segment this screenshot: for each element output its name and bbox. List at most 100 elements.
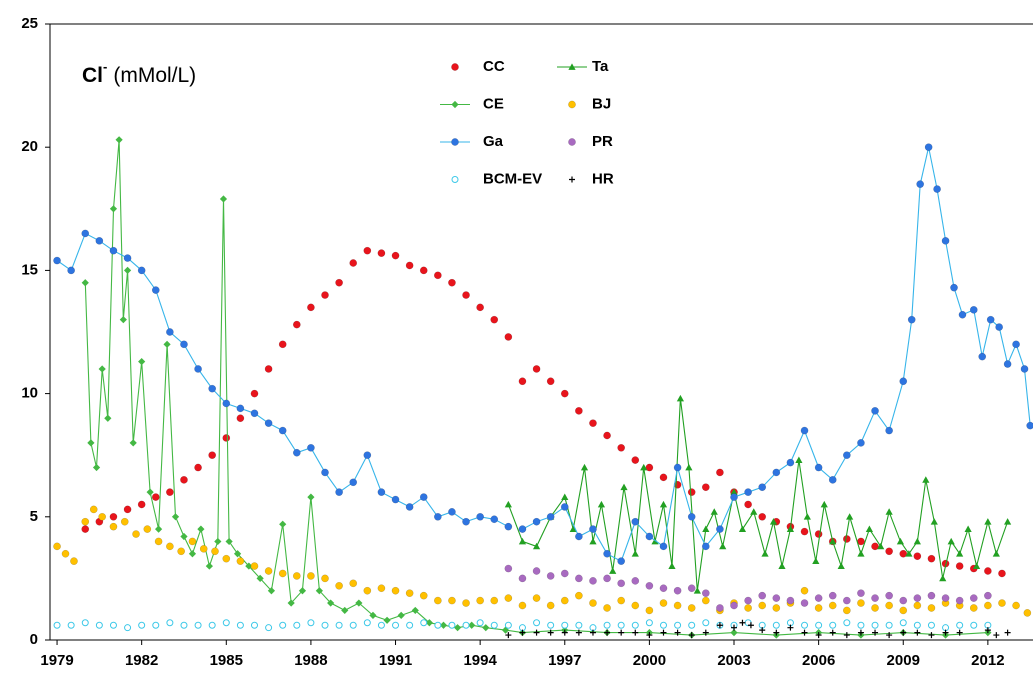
point xyxy=(448,596,456,605)
point xyxy=(1023,609,1032,617)
point xyxy=(341,606,349,615)
point xyxy=(420,619,428,627)
point xyxy=(377,621,385,629)
point xyxy=(504,621,512,629)
point xyxy=(872,629,879,636)
point xyxy=(618,629,625,636)
point xyxy=(659,542,668,551)
point xyxy=(922,476,930,483)
point xyxy=(532,365,541,373)
point xyxy=(504,522,513,531)
point xyxy=(617,557,626,566)
point xyxy=(518,601,527,610)
point xyxy=(89,505,98,514)
point xyxy=(391,586,400,595)
point xyxy=(969,305,978,314)
point xyxy=(795,456,803,464)
point xyxy=(476,303,485,312)
point xyxy=(617,579,626,588)
point xyxy=(758,512,767,521)
point xyxy=(609,567,617,574)
series-line xyxy=(56,147,1031,562)
point xyxy=(560,389,569,398)
point xyxy=(750,508,758,515)
point xyxy=(439,621,448,629)
point xyxy=(786,596,795,605)
point xyxy=(109,205,118,213)
point xyxy=(842,606,851,615)
point xyxy=(321,291,329,299)
x-tick-label: 1982 xyxy=(125,652,158,669)
point xyxy=(589,537,597,545)
legend-marker xyxy=(451,63,459,71)
point xyxy=(222,434,231,442)
point xyxy=(307,443,315,452)
point xyxy=(53,542,61,551)
point xyxy=(575,621,583,629)
point xyxy=(1004,629,1011,636)
point xyxy=(177,547,186,556)
point xyxy=(315,587,323,595)
point xyxy=(219,195,228,203)
point xyxy=(674,621,682,629)
point xyxy=(504,594,513,602)
point xyxy=(214,537,222,546)
legend-label: CC xyxy=(483,58,505,75)
point xyxy=(124,624,132,632)
point xyxy=(115,136,123,144)
title-superscript: - xyxy=(103,59,107,74)
point xyxy=(688,632,695,639)
point xyxy=(335,278,343,287)
point xyxy=(151,493,160,501)
point xyxy=(236,557,245,566)
point xyxy=(448,508,456,516)
legend-marker xyxy=(568,138,576,146)
point xyxy=(67,266,76,275)
point xyxy=(857,550,865,557)
point xyxy=(687,512,696,521)
point xyxy=(468,621,476,629)
point xyxy=(716,525,724,533)
point xyxy=(871,604,879,612)
point xyxy=(327,599,335,607)
point xyxy=(984,591,992,600)
point xyxy=(154,525,163,533)
point xyxy=(702,629,709,636)
point xyxy=(321,468,329,477)
point xyxy=(984,601,992,610)
point xyxy=(256,574,264,582)
point xyxy=(490,315,499,324)
point xyxy=(631,550,639,557)
point xyxy=(180,475,188,484)
point xyxy=(916,180,925,189)
point xyxy=(98,365,106,373)
point xyxy=(899,606,908,615)
point xyxy=(814,463,823,472)
point xyxy=(546,512,555,521)
point xyxy=(885,591,893,600)
point xyxy=(250,389,259,398)
x-tick-label: 1997 xyxy=(548,652,581,669)
point xyxy=(603,604,611,612)
point xyxy=(787,624,794,631)
point xyxy=(152,621,160,629)
point xyxy=(208,621,216,629)
point xyxy=(138,357,146,366)
point xyxy=(92,463,101,472)
y-tick-label: 20 xyxy=(21,138,38,155)
point xyxy=(984,567,992,575)
point xyxy=(349,621,357,629)
x-tick-label: 1988 xyxy=(294,652,327,669)
point xyxy=(688,621,696,629)
point xyxy=(731,624,738,631)
point xyxy=(264,365,273,373)
point xyxy=(956,621,964,629)
point xyxy=(772,621,780,629)
point xyxy=(61,549,70,558)
y-tick-label: 15 xyxy=(21,261,38,278)
point xyxy=(702,525,710,532)
point xyxy=(547,629,554,636)
point xyxy=(603,431,611,440)
point xyxy=(885,547,893,556)
point xyxy=(532,517,541,526)
